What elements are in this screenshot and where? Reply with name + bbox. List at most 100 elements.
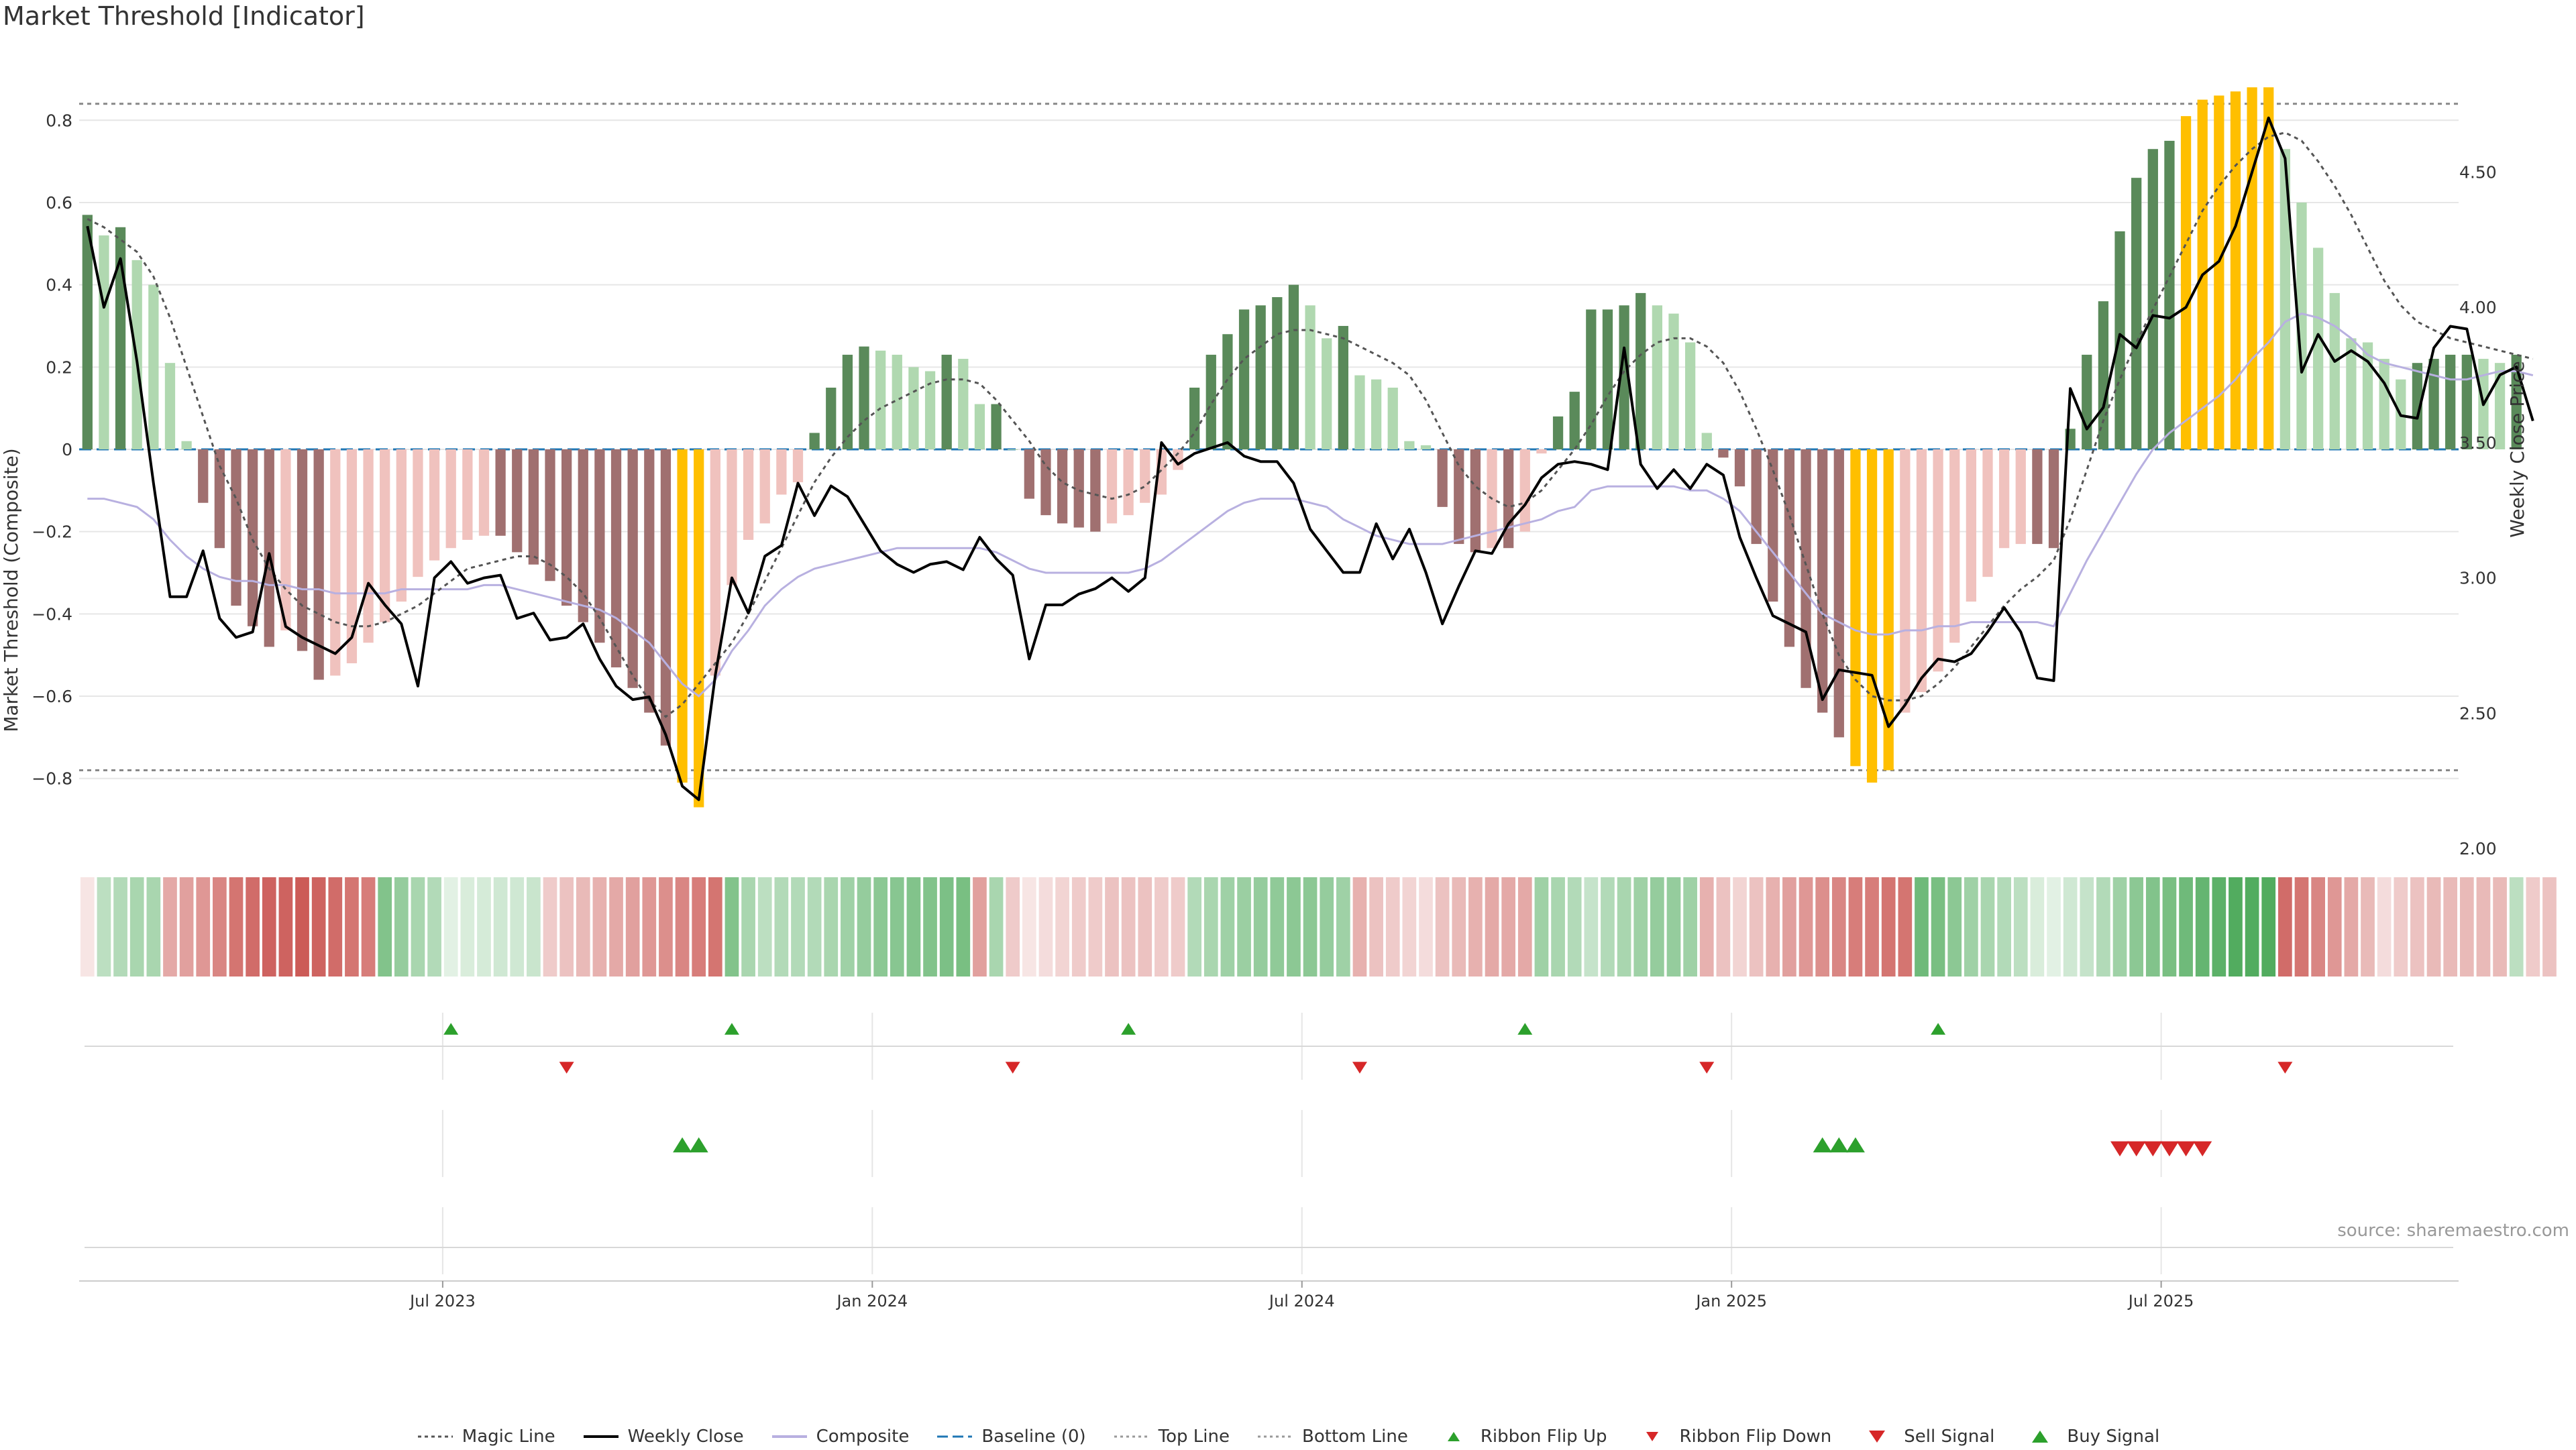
ribbon-cell (757, 877, 772, 977)
composite-bar (429, 449, 440, 561)
composite-line (87, 313, 2534, 698)
legend-glyph (1447, 1432, 1460, 1441)
ribbon-cell (1187, 877, 1202, 977)
ribbon-cell (1237, 877, 1251, 977)
composite-bar (99, 235, 109, 449)
ribbon-cell (989, 877, 1004, 977)
composite-bar (908, 367, 919, 449)
ribbon-cell (2030, 877, 2045, 977)
composite-bar (1817, 449, 1828, 713)
weekly-close-line (86, 116, 2534, 801)
ribbon-cell (443, 877, 458, 977)
legend-swatch (1869, 1431, 1886, 1443)
ribbon-cell (2443, 877, 2458, 977)
composite-bar (1322, 338, 1332, 449)
composite-bar (2164, 140, 2175, 449)
composite-bar (2147, 149, 2158, 449)
composite-bar (1619, 305, 1629, 449)
x-tick-label: Jan 2025 (1695, 1292, 1767, 1310)
composite-bar (1503, 449, 1514, 549)
ribbon-cell (741, 877, 755, 977)
ribbon-cell (493, 877, 508, 977)
legend-glyph (1646, 1432, 1659, 1441)
ribbon-cell (1898, 877, 1913, 977)
y-tick-label: −0.2 (32, 522, 72, 542)
ribbon-flip-up-marker (724, 1023, 739, 1035)
composite-bar (2048, 449, 2059, 549)
ribbon-cell (2361, 877, 2375, 977)
x-tick-label: Jul 2024 (1268, 1292, 1335, 1310)
ribbon-cell (1352, 877, 1367, 977)
ribbon-cell (2526, 877, 2540, 977)
legend-label: Top Line (1158, 1427, 1230, 1447)
ribbon-cell (2063, 877, 2078, 977)
ribbon-cell (609, 877, 623, 977)
sell-signal-marker (2176, 1141, 2196, 1157)
buy-signal-marker (689, 1137, 708, 1153)
ribbon-cell (427, 877, 441, 977)
ribbon-cell (262, 877, 276, 977)
ribbon-cell (1534, 877, 1549, 977)
ribbon-cell (2394, 877, 2408, 977)
ribbon-cell (378, 877, 392, 977)
ribbon-cell (592, 877, 607, 977)
ribbon-cell (675, 877, 690, 977)
ribbon-flip-down-marker (1005, 1062, 1020, 1074)
composite-bar (561, 449, 572, 606)
ribbon-cell (1964, 877, 1978, 977)
ribbon-cell (1336, 877, 1350, 977)
composite-bar (2263, 87, 2274, 450)
x-tick-label: Jul 2025 (2127, 1292, 2194, 1310)
ribbon-cell (1270, 877, 1285, 977)
ribbon-cell (460, 877, 475, 977)
ribbon-cell (1105, 877, 1119, 977)
ribbon-cell (807, 877, 822, 977)
buy-signal-marker (1845, 1137, 1865, 1153)
ribbon-cell (311, 877, 326, 977)
ribbon-cell (1650, 877, 1664, 977)
ribbon-cell (2229, 877, 2243, 977)
ribbon-cell (196, 877, 211, 977)
y-tick-label: −0.8 (32, 769, 72, 789)
ribbon-cell (361, 877, 376, 977)
source-credit: source: sharemaestro.com (2337, 1221, 2569, 1241)
ribbon-cell (956, 877, 971, 977)
composite-bar (1768, 449, 1778, 602)
composite-bar (2362, 342, 2373, 449)
ribbon-cell (1468, 877, 1483, 977)
composite-bar (842, 354, 853, 449)
ribbon-flip-up-marker (1517, 1023, 1533, 1035)
ribbon-cell (2096, 877, 2110, 977)
ribbon-cell (1848, 877, 1863, 977)
legend-swatch (1258, 1435, 1293, 1438)
ribbon-cell (97, 877, 111, 977)
composite-bar (1454, 449, 1464, 545)
ribbon-cell (1716, 877, 1731, 977)
composite-bar (445, 449, 456, 549)
legend-label: Bottom Line (1302, 1427, 1408, 1447)
x-axis: Jul 2023 Jan 2024 Jul 2024 Jan 2025 Jul 2025 (79, 1280, 2459, 1310)
composite-bar (1751, 449, 1762, 545)
ribbon-cell (2410, 877, 2424, 977)
ribbon-cell (2179, 877, 2193, 977)
ribbon-cell (1287, 877, 1301, 977)
composite-bar (231, 449, 241, 606)
composite-bar (1652, 305, 1662, 449)
ribbon-cell (1088, 877, 1103, 977)
legend-label: Buy Signal (2067, 1427, 2160, 1447)
ribbon-cell (659, 877, 673, 977)
reference-lines (79, 103, 2459, 771)
composite-bar (214, 449, 225, 549)
composite-bar (1338, 325, 1348, 449)
composite-bar (610, 449, 622, 668)
composite-bar (1057, 449, 1068, 524)
ribbon-cell (1815, 877, 1830, 977)
ribbon-cell (1320, 877, 1334, 977)
ribbon-cell (2129, 877, 2144, 977)
composite-bar (1684, 342, 1696, 449)
composite-bar (875, 350, 886, 449)
ribbon-flip-up-marker (1121, 1023, 1136, 1035)
composite-bar (2032, 449, 2043, 545)
ribbon-flip-up-marker (1931, 1023, 1946, 1035)
composite-bar (1437, 449, 1448, 507)
